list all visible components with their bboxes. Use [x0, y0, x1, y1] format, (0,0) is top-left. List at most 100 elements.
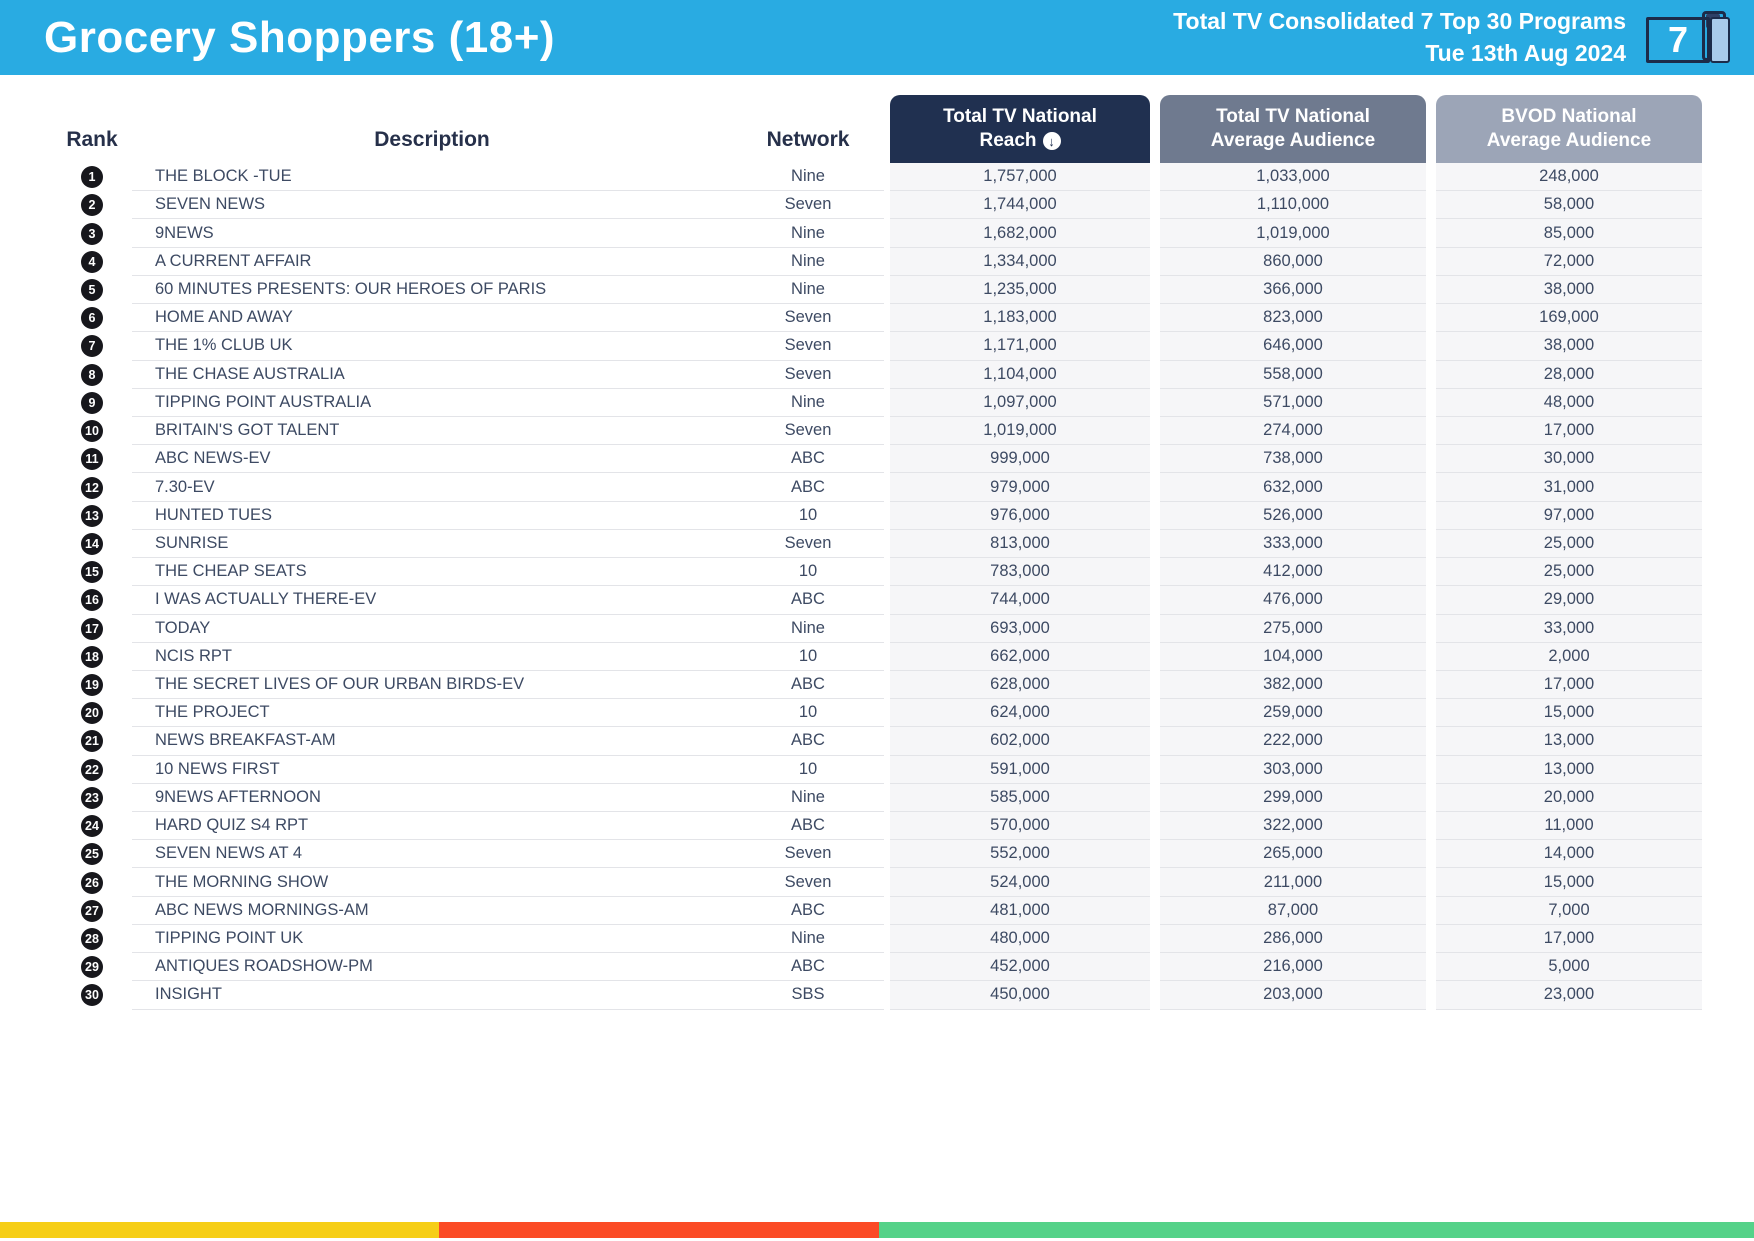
total-tv-reach-cell: 585,000 [890, 783, 1150, 813]
network-cell: ABC [732, 727, 884, 756]
bvod-average-cell: 7,000 [1436, 896, 1702, 925]
total-tv-reach-cell: 1,235,000 [890, 275, 1150, 305]
description-cell: TIPPING POINT AUSTRALIA [132, 389, 732, 417]
total-tv-average-cell: 382,000 [1160, 670, 1426, 700]
total-tv-average-cell: 412,000 [1160, 558, 1426, 587]
network-cell: Nine [732, 219, 884, 248]
tv-and-phone-icon: 7 [1640, 5, 1740, 71]
description-cell: 7.30-EV [132, 473, 732, 502]
total-tv-average-cell: 222,000 [1160, 727, 1426, 756]
bvod-average-cell: 97,000 [1436, 501, 1702, 530]
rank-badge: 16 [81, 589, 103, 612]
bvod-header-line2: Average Audience [1486, 130, 1652, 151]
rank-cell: 13 [52, 502, 132, 530]
bvod-average-cell: 15,000 [1436, 699, 1702, 728]
bvod-average-cell: 17,000 [1436, 416, 1702, 446]
description-cell: NCIS RPT [132, 643, 732, 671]
network-cell: ABC [732, 953, 884, 982]
description-cell: THE MORNING SHOW [132, 868, 732, 897]
total-tv-average-cell: 216,000 [1160, 953, 1426, 982]
rank-cell: 10 [52, 417, 132, 445]
total-tv-average-cell: 286,000 [1160, 924, 1426, 954]
total-tv-average-cell: 299,000 [1160, 783, 1426, 813]
total-tv-reach-cell: 524,000 [890, 868, 1150, 897]
total-tv-reach-cell: 624,000 [890, 699, 1150, 728]
column-gap [1426, 868, 1436, 896]
bvod-average-cell: 48,000 [1436, 388, 1702, 417]
column-gap [1426, 417, 1436, 445]
network-cell: 10 [732, 643, 884, 671]
column-gap [1426, 445, 1436, 473]
rank-cell: 26 [52, 868, 132, 896]
bvod-average-cell: 38,000 [1436, 275, 1702, 305]
network-cell: Nine [732, 784, 884, 813]
rank-cell: 17 [52, 615, 132, 643]
column-gap [1150, 643, 1160, 671]
column-gap [1426, 727, 1436, 755]
column-gap [1426, 586, 1436, 614]
bvod-average-cell: 13,000 [1436, 755, 1702, 784]
table-row: 17 TODAY Nine 693,000 275,000 33,000 [52, 614, 1702, 643]
network-cell: Seven [732, 191, 884, 220]
network-cell: Seven [732, 332, 884, 361]
network-cell: Seven [732, 361, 884, 389]
rank-cell: 6 [52, 304, 132, 332]
total-tv-average-cell: 259,000 [1160, 699, 1426, 728]
column-gap [1150, 276, 1160, 304]
total-tv-reach-cell: 1,171,000 [890, 332, 1150, 361]
description-cell: I WAS ACTUALLY THERE-EV [132, 586, 732, 615]
rank-badge: 6 [81, 307, 103, 330]
bvod-average-cell: 17,000 [1436, 924, 1702, 954]
description-cell: TIPPING POINT UK [132, 925, 732, 954]
bvod-average-cell: 169,000 [1436, 304, 1702, 333]
total-tv-reach-cell: 1,744,000 [890, 191, 1150, 220]
table-row: 27 ABC NEWS MORNINGS-AM ABC 481,000 87,000 7,… [52, 896, 1702, 925]
rank-cell: 15 [52, 558, 132, 586]
table-row: 13 HUNTED TUES 10 976,000 526,000 97,000 [52, 501, 1702, 530]
footer-color-stripe [0, 1222, 1754, 1238]
column-gap [1150, 445, 1160, 473]
description-cell: ABC NEWS-EV [132, 445, 732, 474]
column-header-total-tv-average[interactable]: Total TV National Average Audience [1160, 95, 1426, 163]
rank-cell: 7 [52, 332, 132, 360]
column-header-total-tv-reach[interactable]: Total TV National Reach ↓ [890, 95, 1150, 163]
reach-header-line1: Total TV National [943, 105, 1097, 127]
column-gap [1426, 784, 1436, 812]
column-header-bvod-average[interactable]: BVOD National Average Audience [1436, 95, 1702, 163]
table-row: 1 THE BLOCK -TUE Nine 1,757,000 1,033,000 248… [52, 163, 1702, 192]
column-gap [1150, 417, 1160, 445]
table-row: 11 ABC NEWS-EV ABC 999,000 738,000 30,000 [52, 445, 1702, 474]
column-gap [1150, 925, 1160, 953]
column-gap [1150, 671, 1160, 699]
rank-badge: 21 [81, 730, 103, 753]
description-cell: ABC NEWS MORNINGS-AM [132, 897, 732, 925]
column-header-description: Description [374, 128, 490, 151]
rank-cell: 14 [52, 530, 132, 558]
description-cell: ANTIQUES ROADSHOW-PM [132, 953, 732, 982]
network-cell: ABC [732, 473, 884, 502]
rank-cell: 20 [52, 699, 132, 727]
network-cell: Nine [732, 276, 884, 305]
rank-badge: 9 [81, 391, 103, 414]
bvod-average-cell: 28,000 [1436, 360, 1702, 389]
rank-cell: 4 [52, 248, 132, 276]
sort-descending-icon[interactable]: ↓ [1042, 132, 1061, 151]
network-cell: Nine [732, 163, 884, 192]
column-gap [1150, 219, 1160, 247]
total-tv-average-cell: 1,033,000 [1160, 163, 1426, 192]
table-row: 3 9NEWS Nine 1,682,000 1,019,000 85,000 [52, 219, 1702, 248]
total-tv-average-cell: 333,000 [1160, 529, 1426, 559]
table-row: 12 7.30-EV ABC 979,000 632,000 31,000 [52, 473, 1702, 502]
top-bar-right: Total TV Consolidated 7 Top 30 Programs … [1173, 5, 1740, 71]
rank-cell: 3 [52, 219, 132, 247]
total-tv-reach-cell: 976,000 [890, 501, 1150, 530]
table-row: 2 SEVEN NEWS Seven 1,744,000 1,110,000 58,000 [52, 191, 1702, 220]
description-cell: SEVEN NEWS [132, 191, 732, 220]
network-cell: SBS [732, 981, 884, 1010]
bvod-average-cell: 14,000 [1436, 840, 1702, 869]
total-tv-reach-cell: 1,757,000 [890, 163, 1150, 192]
bvod-average-cell: 85,000 [1436, 219, 1702, 248]
column-gap [1426, 163, 1436, 191]
rank-badge: 1 [81, 166, 103, 189]
network-cell: 10 [732, 756, 884, 784]
